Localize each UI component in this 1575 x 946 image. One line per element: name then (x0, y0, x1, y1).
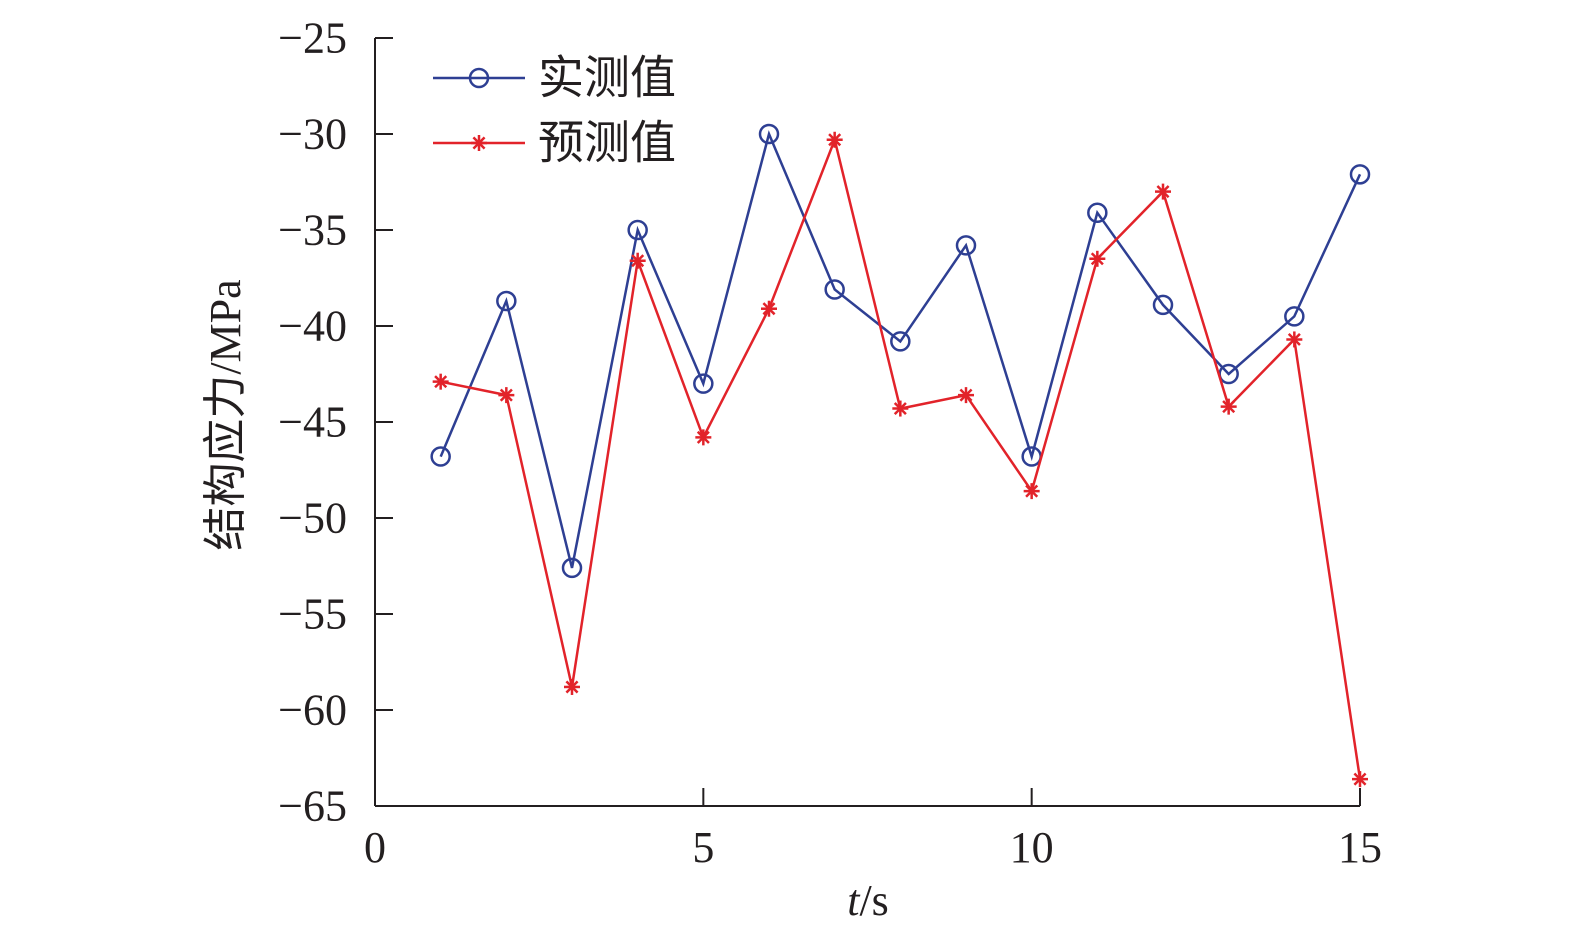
data-point (824, 279, 845, 300)
legend-item: 预测值 (433, 118, 676, 169)
x-axis-label-unit: /s (859, 876, 888, 925)
data-point (1152, 294, 1174, 316)
data-point (892, 400, 909, 417)
asterisk-stroke (1353, 772, 1367, 786)
asterisk-stroke (1090, 252, 1104, 266)
asterisk-stroke (1287, 332, 1301, 346)
data-point (629, 252, 646, 269)
data-point (826, 131, 843, 148)
y-axis-label: 结构应力/MPa (201, 279, 250, 550)
data-point (1155, 183, 1171, 200)
legend-label: 预测值 (538, 118, 676, 169)
asterisk-stroke (631, 254, 645, 268)
data-point (496, 290, 517, 312)
axes: −25 −30 −35 −40 −45 −50 −55 −60 −65 0 5 10 15 (278, 14, 1382, 873)
series-line (439, 130, 1362, 569)
x-tick-label: 0 (364, 823, 386, 872)
data-point (1220, 398, 1237, 415)
asterisk-stroke (762, 302, 776, 316)
series-1 (430, 123, 1371, 579)
y-tick-label: −40 (278, 302, 347, 351)
y-tick-label: −65 (278, 782, 347, 831)
series-line (440, 135, 1362, 780)
y-tick-label: −60 (278, 686, 347, 735)
x-axis-label-variable: t (847, 876, 861, 925)
asterisk-stroke (499, 388, 513, 402)
data-point (955, 235, 977, 256)
asterisk-stroke (893, 402, 907, 416)
asterisk-stroke (959, 388, 973, 402)
data-point (1286, 331, 1303, 348)
legend-item: 实测值 (433, 53, 676, 104)
asterisk-stroke (696, 430, 710, 444)
x-tick-label: 10 (1010, 823, 1054, 872)
data-point (1087, 202, 1108, 223)
data-point (761, 300, 777, 317)
data-point (1284, 306, 1305, 327)
legend-marker (471, 135, 487, 151)
data-point (564, 678, 580, 695)
asterisk-stroke (828, 133, 842, 147)
y-tick-label: −45 (278, 398, 347, 447)
x-axis-label: t/s (847, 876, 889, 925)
data-point (1349, 164, 1371, 185)
asterisk-stroke (1025, 484, 1039, 498)
data-point (561, 557, 583, 579)
data-point (432, 373, 449, 390)
data-point (1023, 483, 1040, 500)
x-tick-label: 15 (1338, 823, 1382, 872)
data-point (627, 219, 648, 241)
data-point (890, 331, 911, 352)
y-tick-label: −50 (278, 494, 347, 543)
asterisk-stroke (1156, 185, 1170, 199)
legend-label: 实测值 (538, 53, 676, 104)
asterisk-stroke (472, 136, 486, 150)
data-point (693, 373, 714, 394)
y-tick-label: −35 (278, 206, 347, 255)
asterisk-stroke (565, 680, 579, 694)
asterisk-stroke (434, 375, 448, 389)
data-point (498, 387, 515, 404)
data-point (958, 387, 974, 404)
data-point (1089, 250, 1106, 267)
data-point (695, 429, 712, 446)
y-tick-label: −55 (278, 590, 347, 639)
series-2 (432, 131, 1368, 788)
legend-marker (468, 67, 490, 89)
y-tick-label: −25 (278, 14, 347, 63)
asterisk-stroke (1222, 400, 1236, 414)
data-point (758, 123, 780, 145)
x-tick-label: 5 (692, 823, 714, 872)
data-point (430, 446, 451, 467)
y-tick-label: −30 (278, 110, 347, 159)
data-point (1352, 771, 1368, 788)
series-layer (430, 123, 1371, 788)
